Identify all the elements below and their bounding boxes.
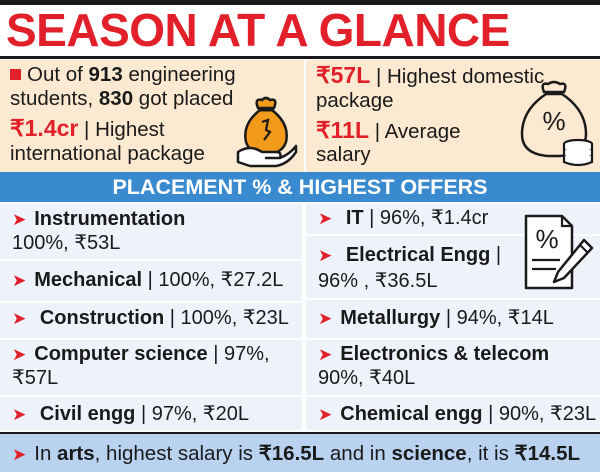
footer-note: ➤ In arts, highest salary is ₹16.5L and i…	[0, 432, 600, 472]
computer-science-line-1: ➤ Computer science | 97%,	[12, 342, 270, 367]
branch-cell-instrumentation	[0, 204, 302, 259]
average-salary-value: ₹11L	[316, 117, 369, 143]
students-line-2: students, 830 got placed	[10, 87, 233, 111]
arrow-icon: ➤	[12, 445, 27, 464]
intl-package-label: | Highest	[78, 118, 165, 141]
arrow-icon: ➤	[318, 345, 333, 364]
branch-stats: | 94%, ₹14L	[440, 307, 554, 329]
footer-segment: and in	[324, 442, 392, 465]
branch-cell-mechanical	[0, 261, 302, 301]
students-placed: 830	[98, 87, 134, 110]
section-band-title: PLACEMENT % & HIGHEST OFFERS	[0, 172, 600, 202]
branch-cell-electronics	[306, 340, 600, 395]
students-text: Out of	[27, 63, 89, 86]
construction-line: ➤ Construction | 100%, ₹23L	[12, 306, 289, 331]
branch-cell-computer-science	[0, 340, 302, 395]
students-line-1: Out of 913 engineering	[10, 63, 236, 87]
branch-name: Computer science	[34, 343, 208, 365]
percent-document-pencil-icon: %	[524, 214, 594, 290]
bullet-square-icon	[10, 69, 21, 80]
students-text: students,	[10, 87, 99, 110]
branch-cell-chemical	[306, 397, 600, 430]
arrow-icon: ➤	[318, 246, 333, 265]
arrow-icon: ➤	[12, 309, 27, 328]
footer-segment: In	[34, 442, 58, 465]
branch-stats: | 100%, ₹23L	[164, 307, 289, 329]
branch-name: Metallurgy	[340, 307, 441, 329]
summary-panel	[0, 60, 600, 172]
title-rule	[0, 56, 600, 59]
students-text: engineering	[122, 63, 236, 86]
footer-segment: , it is	[466, 442, 515, 465]
page-title: SEASON AT A GLANCE	[6, 4, 510, 56]
arrow-icon: ➤	[12, 345, 27, 364]
branch-grid	[0, 202, 600, 430]
footer-text: ➤ In arts, highest salary is ₹16.5L and i…	[12, 442, 580, 467]
students-total: 913	[88, 63, 123, 86]
branch-name: Construction	[39, 307, 165, 329]
branch-cell-construction	[0, 303, 302, 338]
branch-stats: | 90%, ₹23L	[482, 403, 597, 425]
footer-arts: arts	[57, 442, 95, 465]
branch-name: Electronics & telecom	[340, 343, 550, 365]
footer-science: science	[391, 442, 467, 465]
branch-name: Chemical engg	[340, 403, 483, 425]
civil-line: ➤ Civil engg | 97%, ₹20L	[12, 402, 249, 427]
intl-package-value: ₹1.4cr	[10, 115, 79, 141]
arrow-icon: ➤	[12, 210, 27, 229]
arrow-icon: ➤	[318, 309, 333, 328]
branch-name: Mechanical	[34, 269, 143, 291]
footer-science-salary: ₹14.5L	[514, 442, 580, 465]
students-text: got placed	[133, 87, 234, 110]
summary-divider	[304, 60, 306, 172]
footer-segment: , highest salary is	[94, 442, 259, 465]
metallurgy-line: ➤ Metallurgy | 94%, ₹14L	[318, 306, 554, 331]
electronics-line-1: ➤ Electronics & telecom	[318, 342, 549, 367]
electronics-stats: 90%, ₹40L	[318, 367, 416, 389]
electrical-line-1: ➤ Electrical Engg |	[318, 243, 501, 268]
footer-arts-salary: ₹16.5L	[258, 442, 325, 465]
computer-science-stats: ₹57L	[12, 367, 59, 389]
branch-stats: | 100%, ₹27.2L	[142, 269, 284, 291]
branch-stats: |	[490, 244, 502, 266]
branch-cell-civil	[0, 397, 302, 430]
arrow-icon: ➤	[318, 405, 333, 424]
money-bag-hand-icon	[236, 96, 298, 168]
branch-stats: | 97%,	[207, 343, 270, 365]
domestic-package-line-2: package	[316, 89, 394, 112]
average-salary-line-1: ₹11L | Average	[316, 118, 461, 144]
mechanical-line: ➤ Mechanical | 100%, ₹27.2L	[12, 268, 283, 293]
branch-cell-metallurgy	[306, 300, 600, 338]
arrow-icon: ➤	[12, 271, 27, 290]
average-salary-line-2: salary	[316, 143, 371, 166]
domestic-package-label: | Highest domestic	[370, 65, 545, 88]
electrical-stats: 96% , ₹36.5L	[318, 270, 438, 292]
intl-package-line-2: international package	[10, 142, 205, 165]
branch-name: IT	[345, 207, 364, 229]
instrumentation-line-1: ➤ Instrumentation	[12, 207, 185, 232]
arrow-icon: ➤	[12, 405, 27, 424]
it-line: ➤ IT | 96%, ₹1.4cr	[318, 206, 488, 231]
branch-name: Civil engg	[39, 403, 136, 425]
arrow-icon: ➤	[318, 209, 333, 228]
branch-name: Instrumentation	[34, 208, 186, 230]
domestic-package-line-1: ₹57L | Highest domestic	[316, 63, 544, 89]
average-salary-label: | Average	[369, 120, 461, 143]
branch-stats: | 97%, ₹20L	[135, 403, 249, 425]
intl-package-line-1: ₹1.4cr | Highest	[10, 116, 165, 142]
chemical-line: ➤ Chemical engg | 90%, ₹23L	[318, 402, 596, 427]
top-rule	[0, 0, 600, 5]
percent-money-bag-coins-icon: %	[520, 80, 594, 167]
domestic-package-value: ₹57L	[316, 62, 371, 88]
instrumentation-stats: 100%, ₹53L	[12, 232, 121, 254]
branch-name: Electrical Engg	[345, 244, 491, 266]
svg-text:%: %	[535, 224, 558, 254]
branch-stats: | 96%, ₹1.4cr	[363, 207, 489, 229]
svg-text:%: %	[542, 106, 565, 136]
